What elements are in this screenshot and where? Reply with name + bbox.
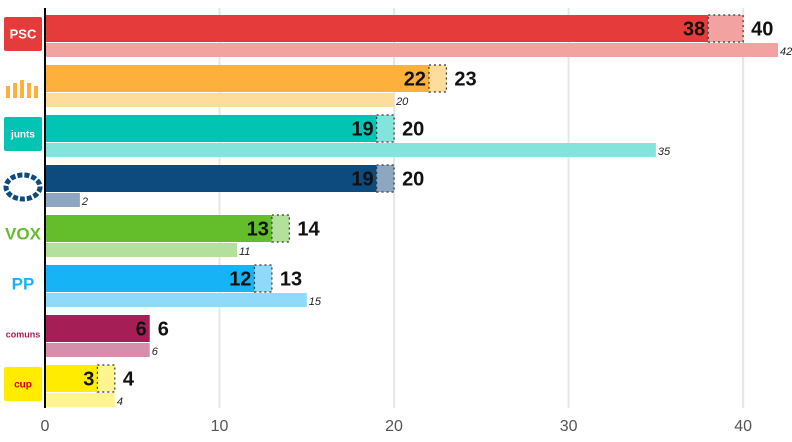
logo-text: cup: [14, 380, 32, 391]
low-label: 19: [351, 168, 373, 190]
bar: [45, 265, 255, 292]
previous-bar: [45, 343, 150, 357]
previous-bar: [45, 43, 779, 57]
previous-label: 6: [152, 346, 159, 358]
high-label: 20: [402, 168, 424, 190]
party-logo: PSC: [4, 17, 42, 51]
high-label: 6: [158, 318, 169, 340]
previous-bar: [45, 93, 395, 107]
low-label: 38: [683, 18, 705, 40]
logo-text: PP: [12, 274, 35, 293]
previous-label: 11: [239, 246, 250, 258]
previous-label: 20: [395, 96, 409, 108]
x-tick-label: 0: [41, 418, 50, 435]
bar: [45, 65, 429, 92]
previous-bar: [45, 293, 307, 307]
logo-stripe: [13, 83, 17, 98]
bar: [45, 315, 150, 342]
party-logo: [3, 172, 43, 202]
range-bar: [376, 114, 395, 143]
high-label: 13: [280, 268, 302, 290]
x-tick-label: 10: [211, 418, 229, 435]
previous-bar: [45, 243, 237, 257]
x-tick-label: 40: [734, 418, 752, 435]
bar: [45, 115, 377, 142]
logo-stripe: [34, 86, 38, 98]
range-bar: [376, 164, 395, 193]
range-bar: [271, 214, 290, 243]
high-label: 20: [402, 118, 424, 140]
low-label: 19: [351, 118, 373, 140]
high-label: 40: [751, 18, 773, 40]
bar: [45, 365, 98, 392]
party-logo: [6, 80, 38, 98]
low-label: 12: [229, 268, 251, 290]
range-bar: [96, 364, 116, 393]
x-tick-label: 30: [560, 418, 578, 435]
logo-box: [4, 117, 42, 151]
low-label: 13: [247, 218, 269, 240]
bar: [45, 215, 272, 242]
party-logo: VOX: [5, 224, 42, 243]
high-label: 14: [297, 218, 320, 240]
logo-stripe: [6, 86, 10, 98]
high-label: 23: [454, 68, 476, 90]
low-label: 22: [404, 68, 426, 90]
party-logo: junts: [4, 117, 42, 151]
logo-text: junts: [10, 130, 35, 141]
logo-stripe: [20, 80, 24, 98]
x-tick-label: 20: [385, 418, 403, 435]
previous-label: 42: [780, 46, 792, 58]
previous-label: 15: [309, 296, 322, 308]
logo-stripe: [27, 83, 31, 98]
previous-bar: [45, 393, 115, 407]
previous-label: 35: [658, 146, 671, 158]
logo-text: comuns: [6, 329, 41, 339]
logo-shape: [3, 172, 43, 202]
logo-box: [4, 367, 42, 401]
previous-label: 4: [117, 396, 123, 408]
logo-text: VOX: [5, 224, 42, 243]
bar: [45, 165, 377, 192]
range-bar: [707, 14, 744, 43]
party-logo: PP: [12, 274, 35, 293]
party-logo: cup: [4, 367, 42, 401]
bar: [45, 15, 709, 42]
previous-label: 2: [81, 196, 88, 208]
previous-bar: [45, 193, 80, 207]
party-logo: comuns: [6, 329, 41, 339]
logo-text: PSC: [10, 26, 37, 41]
previous-bar: [45, 143, 656, 157]
high-label: 4: [123, 368, 135, 390]
low-label: 6: [136, 318, 147, 340]
range-bar: [253, 264, 273, 293]
low-label: 3: [83, 368, 94, 390]
logo-box: [4, 17, 42, 51]
range-bar: [428, 64, 448, 93]
